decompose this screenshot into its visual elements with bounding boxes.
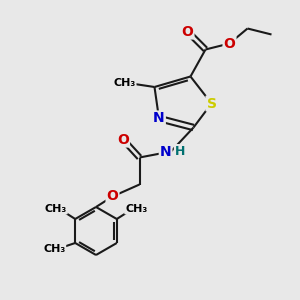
Text: H: H xyxy=(175,145,185,158)
Text: O: O xyxy=(224,37,236,50)
Text: CH₃: CH₃ xyxy=(43,244,65,254)
Text: CH₃: CH₃ xyxy=(113,77,136,88)
Text: CH₃: CH₃ xyxy=(45,203,67,214)
Text: O: O xyxy=(106,190,119,203)
Text: S: S xyxy=(206,97,217,110)
Text: N: N xyxy=(160,145,171,158)
Text: CH₃: CH₃ xyxy=(125,203,147,214)
Text: O: O xyxy=(117,133,129,146)
Text: O: O xyxy=(182,25,194,38)
Text: N: N xyxy=(153,112,165,125)
